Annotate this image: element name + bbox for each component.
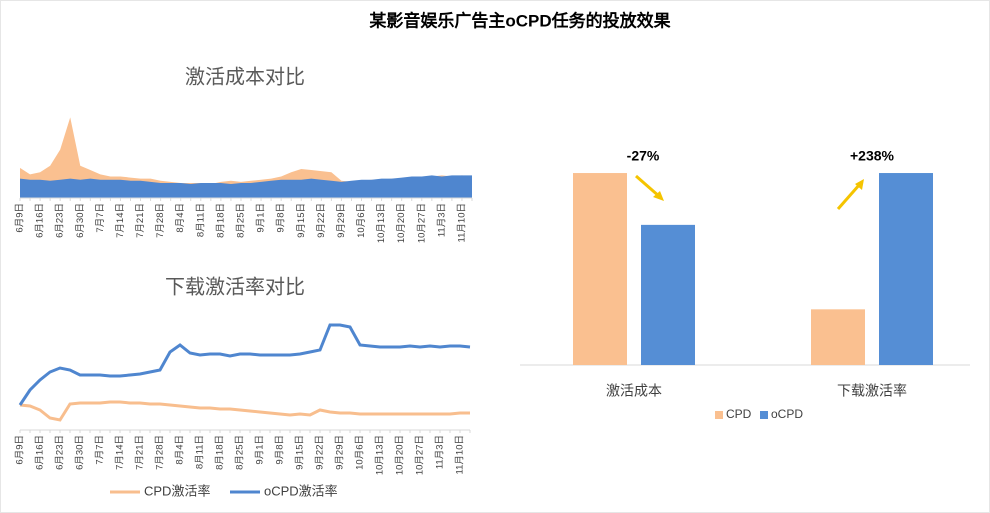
x-tick-label: 9月8日	[275, 435, 286, 465]
x-tick-label: 11月3日	[436, 203, 447, 237]
x-tick-label: 11月10日	[456, 203, 467, 242]
x-tick-label: 8月18日	[215, 203, 226, 238]
bar	[879, 173, 933, 365]
legend-label: CPD	[726, 407, 752, 421]
x-tick-label: 6月16日	[35, 203, 46, 238]
arrow	[836, 183, 862, 210]
x-tick-label: 9月22日	[315, 435, 326, 470]
x-tick-label: 10月6日	[355, 435, 366, 470]
x-tick-label: 10月27日	[415, 435, 426, 475]
x-tick-label: 9月29日	[335, 435, 346, 470]
legend-label: CPD激活率	[144, 483, 210, 498]
area	[20, 175, 472, 198]
x-tick-label: 8月4日	[175, 203, 186, 233]
line	[19, 400, 470, 422]
x-tick-label: 8月25日	[235, 435, 246, 470]
x-tick-label: 8月11日	[195, 203, 206, 237]
x-tick-label: 下载激活率	[837, 383, 907, 399]
x-tick-label: 6月9日	[15, 203, 26, 233]
legend-swatch	[715, 411, 723, 419]
x-tick-label: 6月30日	[75, 203, 86, 238]
x-tick-label: 6月16日	[35, 435, 46, 470]
x-tick-label: 9月1日	[255, 435, 266, 465]
annotation: -27%	[627, 148, 660, 164]
x-tick-label: 7月7日	[95, 435, 106, 465]
legend-label: oCPD激活率	[264, 483, 338, 498]
x-tick-label: 8月4日	[175, 435, 186, 465]
x-tick-label: 11月3日	[435, 435, 446, 469]
x-tick-label: 9月1日	[256, 203, 267, 233]
x-tick-label: 7月28日	[155, 435, 166, 470]
chart-title: 下载激活率对比	[165, 275, 305, 298]
x-tick-label: 10月27日	[416, 203, 427, 243]
x-tick-label: 6月23日	[55, 435, 66, 470]
x-tick-label: 6月9日	[15, 435, 26, 465]
chart-title: 激活成本对比	[185, 65, 305, 88]
page-title: 某影音娱乐广告主oCPD任务的投放效果	[369, 10, 670, 30]
x-tick-label: 11月10日	[455, 435, 466, 474]
x-tick-label: 7月14日	[115, 435, 126, 470]
x-tick-label: 9月29日	[336, 203, 347, 238]
x-tick-label: 8月18日	[215, 435, 226, 470]
x-tick-label: 7月7日	[95, 203, 106, 233]
bar	[573, 173, 627, 365]
x-tick-label: 7月21日	[135, 203, 146, 238]
x-tick-label: 9月22日	[316, 203, 327, 238]
area	[20, 117, 472, 198]
arrow-head	[855, 179, 864, 190]
x-tick-label: 10月13日	[375, 435, 386, 475]
annotation: +238%	[850, 148, 895, 164]
legend-swatch	[760, 411, 768, 419]
x-tick-label: 9月8日	[276, 203, 287, 233]
arrow	[635, 174, 661, 199]
x-tick-label: 10月6日	[356, 203, 367, 238]
x-tick-label: 6月30日	[75, 435, 86, 470]
legend-label: oCPD	[771, 407, 803, 421]
line	[18, 323, 471, 406]
x-tick-label: 7月28日	[155, 203, 166, 238]
x-tick-label: 9月15日	[296, 203, 307, 238]
x-tick-label: 6月23日	[55, 203, 66, 238]
x-tick-label: 8月25日	[235, 203, 246, 238]
x-tick-label: 8月11日	[195, 435, 206, 469]
x-tick-label: 7月14日	[115, 203, 126, 238]
x-tick-label: 7月21日	[135, 435, 146, 470]
x-tick-label: 激活成本	[606, 383, 662, 399]
x-tick-label: 10月20日	[396, 203, 407, 243]
bar	[811, 309, 865, 365]
x-tick-label: 10月13日	[376, 203, 387, 243]
x-tick-label: 9月15日	[295, 435, 306, 470]
bar	[641, 224, 695, 365]
x-tick-label: 10月20日	[395, 435, 406, 475]
arrow-head	[653, 191, 664, 201]
